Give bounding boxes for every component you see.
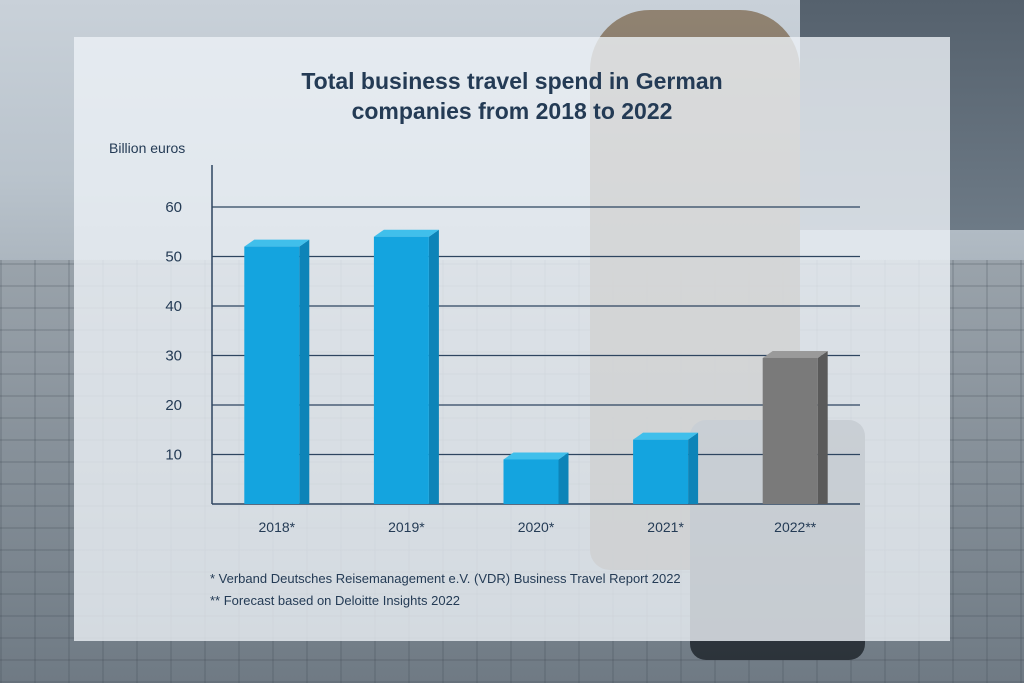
bar-2 (503, 459, 559, 504)
y-axis-label: Billion euros (109, 140, 186, 156)
footnotes: * Verband Deutsches Reisemanagement e.V.… (210, 568, 681, 612)
x-tick-label-0: 2018* (259, 519, 296, 535)
footnote-forecast: ** Forecast based on Deloitte Insights 2… (210, 593, 461, 608)
bar-side-1 (428, 229, 439, 504)
bar-side-3 (688, 432, 699, 504)
bar-side-4 (817, 350, 828, 504)
x-tick-label-1: 2019* (388, 519, 425, 535)
chart-title-line-2: companies from 2018 to 2022 (351, 98, 673, 124)
bar-1 (373, 236, 429, 504)
bar-top-1 (373, 229, 439, 237)
y-tick-label-60: 60 (165, 199, 182, 216)
bar-top-3 (633, 432, 699, 440)
y-tick-label-20: 20 (165, 397, 182, 414)
bar-top-2 (503, 452, 569, 460)
bar-top-0 (244, 239, 310, 247)
bar-side-2 (558, 452, 569, 504)
bar-side-0 (299, 239, 310, 504)
chart-panel (74, 37, 950, 641)
bar-3 (633, 439, 689, 504)
chart-title-line-1: Total business travel spend in German (301, 68, 723, 94)
x-tick-label-3: 2021* (647, 519, 684, 535)
bar-4 (762, 357, 818, 504)
chart-title: Total business travel spend in German co… (74, 66, 950, 126)
footnote-source: * Verband Deutsches Reisemanagement e.V.… (210, 571, 681, 586)
x-tick-label-4: 2022** (774, 519, 817, 535)
bar-top-4 (762, 350, 828, 358)
y-tick-label-50: 50 (165, 249, 182, 266)
y-tick-label-40: 40 (165, 298, 182, 315)
y-tick-label-30: 30 (165, 348, 182, 365)
bar-0 (244, 246, 300, 504)
x-tick-label-2: 2020* (518, 519, 555, 535)
y-tick-label-10: 10 (165, 447, 182, 464)
